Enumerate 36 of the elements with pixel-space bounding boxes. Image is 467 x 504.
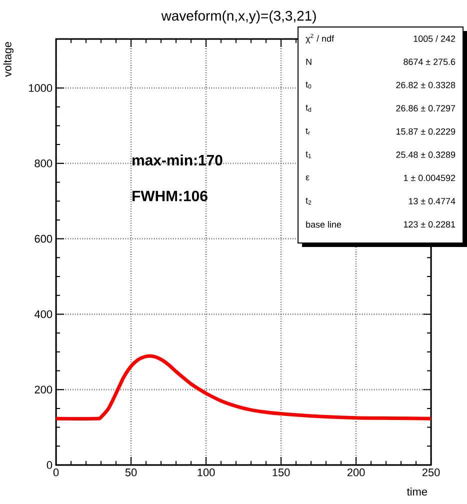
y-tick-label: 400 bbox=[34, 310, 52, 318]
x-axis-title: time bbox=[406, 488, 428, 496]
annotation: χ$^{2}$ / ndf bbox=[306, 34, 334, 44]
annotation: t$_{1}$ bbox=[306, 151, 312, 158]
y-tick-label: 0 bbox=[46, 461, 52, 469]
annotation: 1 ± 0.004592 bbox=[404, 174, 456, 182]
annotation: 1005 / 242 bbox=[414, 35, 456, 42]
annotation: t$_{r}$ bbox=[306, 128, 310, 135]
annotation: 26.86 ± 0.7297 bbox=[396, 105, 456, 112]
annotation: t$_{2}$ bbox=[306, 198, 312, 205]
x-tick-label: 200 bbox=[347, 468, 365, 476]
x-tick-label: 0 bbox=[53, 468, 59, 476]
annotation: 25.48 ± 0.3289 bbox=[396, 152, 456, 158]
x-tick-label: 150 bbox=[272, 468, 290, 476]
annotation: max-min:170 bbox=[132, 154, 222, 166]
x-tick-label: 100 bbox=[198, 468, 215, 476]
chart-title: waveform(n,x,y)=(3,3,21) bbox=[161, 10, 316, 24]
y-tick-label: 800 bbox=[34, 160, 52, 168]
y-tick-label: 200 bbox=[34, 386, 52, 394]
y-axis-title: voltage bbox=[3, 42, 14, 77]
annotation: t$_{0}$ bbox=[306, 82, 312, 89]
annotation: 13 ± 0.4774 bbox=[408, 198, 456, 204]
x-tick-label: 50 bbox=[125, 468, 137, 476]
annotation: FWHM:106 bbox=[132, 190, 208, 202]
annotation: 15.87 ± 0.2229 bbox=[396, 128, 456, 135]
annotation: 8674 ± 275.6 bbox=[404, 58, 456, 66]
annotation: N bbox=[306, 58, 312, 65]
annotation: 123 ± 0.2281 bbox=[404, 221, 456, 228]
annotation: t$_{d}$ bbox=[306, 104, 311, 112]
annotation: 26.82 ± 0.3328 bbox=[396, 82, 456, 88]
annotation: base line bbox=[306, 221, 342, 228]
x-tick-label: 250 bbox=[422, 468, 440, 476]
y-tick-label: 1000 bbox=[28, 84, 52, 92]
annotation: ε bbox=[306, 175, 310, 180]
line-series bbox=[56, 354, 432, 420]
y-tick-label: 600 bbox=[34, 234, 52, 243]
